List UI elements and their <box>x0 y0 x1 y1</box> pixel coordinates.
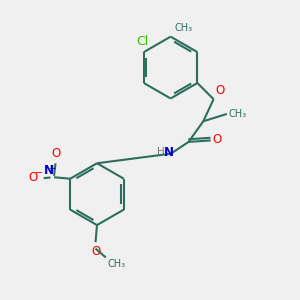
Text: +: + <box>48 164 56 173</box>
Text: O: O <box>28 171 37 184</box>
Text: −: − <box>35 167 43 178</box>
Text: CH₃: CH₃ <box>107 259 125 269</box>
Text: O: O <box>213 133 222 146</box>
Text: H: H <box>157 147 164 157</box>
Text: N: N <box>44 164 53 177</box>
Text: O: O <box>51 148 60 160</box>
Text: N: N <box>164 146 173 159</box>
Text: CH₃: CH₃ <box>228 109 246 119</box>
Text: CH₃: CH₃ <box>174 23 192 33</box>
Text: Cl: Cl <box>136 35 148 48</box>
Text: O: O <box>91 245 100 258</box>
Text: O: O <box>215 84 224 97</box>
